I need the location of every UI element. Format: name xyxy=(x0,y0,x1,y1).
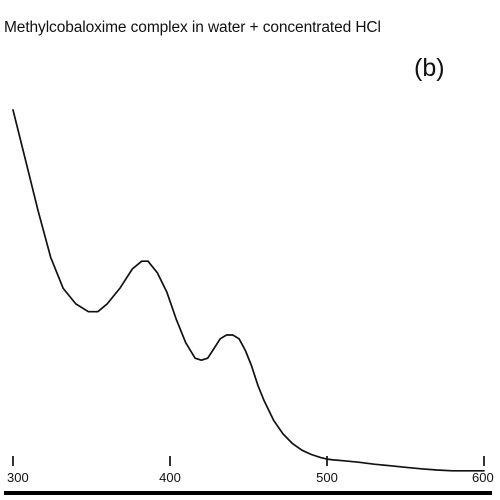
panel-label: (b) xyxy=(414,54,445,82)
x-axis-ticks: 300 400 500 600 xyxy=(7,456,494,485)
x-tick-label-600: 600 xyxy=(472,470,494,485)
absorbance-spectrum-line xyxy=(12,109,485,472)
chart-title: Methylcobaloxime complex in water + conc… xyxy=(4,19,381,36)
x-tick-label-300: 300 xyxy=(7,470,29,485)
x-tick-label-500: 500 xyxy=(316,470,338,485)
x-axis-baseline xyxy=(4,491,492,495)
x-tick-label-400: 400 xyxy=(159,470,181,485)
